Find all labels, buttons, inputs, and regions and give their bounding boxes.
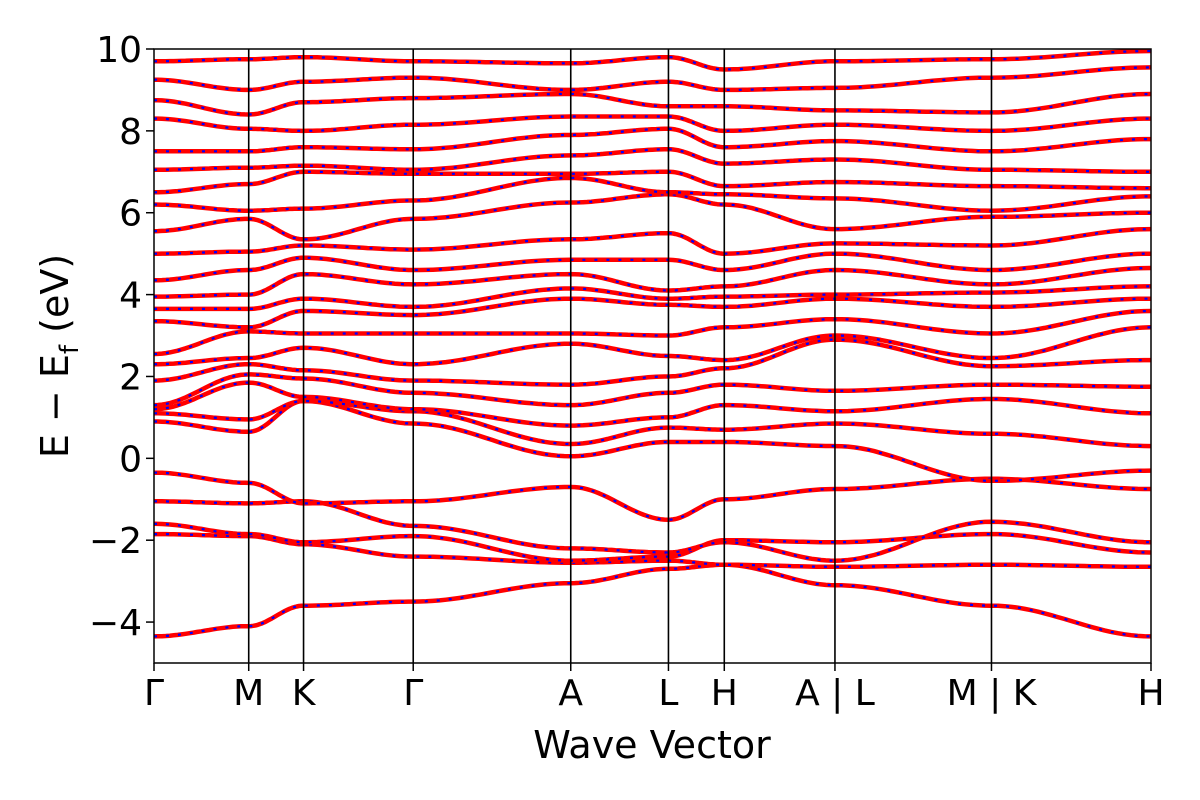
y-tick-label: 6	[119, 194, 142, 235]
y-axis-title-unit-space	[33, 333, 77, 345]
x-tick-label: A	[558, 673, 583, 714]
band-line-red	[154, 169, 1151, 195]
band-line-blue-dashed	[154, 285, 1151, 310]
y-axis-ticks: 10 8 6 4 2 0 −2 −4	[89, 30, 154, 644]
y-tick-label: 4	[119, 276, 142, 317]
band-line-blue-dashed	[154, 326, 1151, 366]
band-line-red	[154, 470, 1151, 522]
plot-frame	[153, 48, 1152, 664]
y-tick-label: 2	[119, 357, 142, 398]
x-tick-label: M | K	[947, 673, 1038, 714]
y-tick-label: −4	[89, 603, 142, 644]
band-line-blue-dashed	[154, 373, 1151, 407]
y-tick-label: 10	[96, 30, 142, 71]
y-axis-title-main: E − E	[33, 354, 77, 458]
x-tick-label: K	[292, 673, 317, 714]
band-line-blue-dashed	[154, 563, 1151, 638]
band-line-blue-dashed	[154, 176, 1151, 212]
band-line-blue-dashed	[154, 500, 1151, 562]
band-line-blue-dashed	[154, 49, 1151, 71]
x-tick-label: Γ	[144, 673, 164, 714]
high-symmetry-lines	[247, 49, 993, 663]
band-line-red	[154, 398, 1151, 484]
x-tick-label: H	[711, 673, 738, 714]
band-line-blue-dashed	[154, 228, 1151, 255]
x-axis-title: Wave Vector	[533, 723, 771, 767]
band-line-blue-dashed	[154, 266, 1151, 298]
y-axis-title-unit: (eV)	[33, 254, 77, 333]
band-line-blue-dashed	[154, 92, 1151, 116]
x-tick-label: L	[658, 673, 678, 714]
y-tick-label: −2	[89, 521, 142, 562]
x-tick-label: M	[233, 673, 264, 714]
band-line-blue-dashed	[154, 115, 1151, 133]
band-line-blue-dashed	[154, 399, 1151, 448]
y-axis-title-subscript: f	[55, 344, 85, 354]
band-line-blue-dashed	[154, 309, 1151, 356]
bands-layer	[154, 49, 1151, 639]
band-line-blue-dashed	[154, 252, 1151, 282]
band-line-blue-dashed	[154, 297, 1151, 329]
x-tick-label: A | L	[795, 673, 875, 714]
y-axis-title: E − Ef (eV)	[33, 254, 85, 458]
y-tick-label: 0	[119, 439, 142, 480]
y-tick-label: 8	[119, 112, 142, 153]
x-tick-label: H	[1137, 673, 1164, 714]
band-line-red	[154, 192, 1151, 242]
band-line-blue-dashed	[154, 522, 1151, 562]
band-line-red	[154, 65, 1151, 93]
band-line-blue-dashed	[154, 381, 1151, 427]
x-tick-label: Γ	[403, 673, 423, 714]
band-line-blue-dashed	[154, 127, 1151, 153]
band-line-blue-dashed	[154, 338, 1151, 386]
band-line-blue-dashed	[154, 148, 1151, 173]
